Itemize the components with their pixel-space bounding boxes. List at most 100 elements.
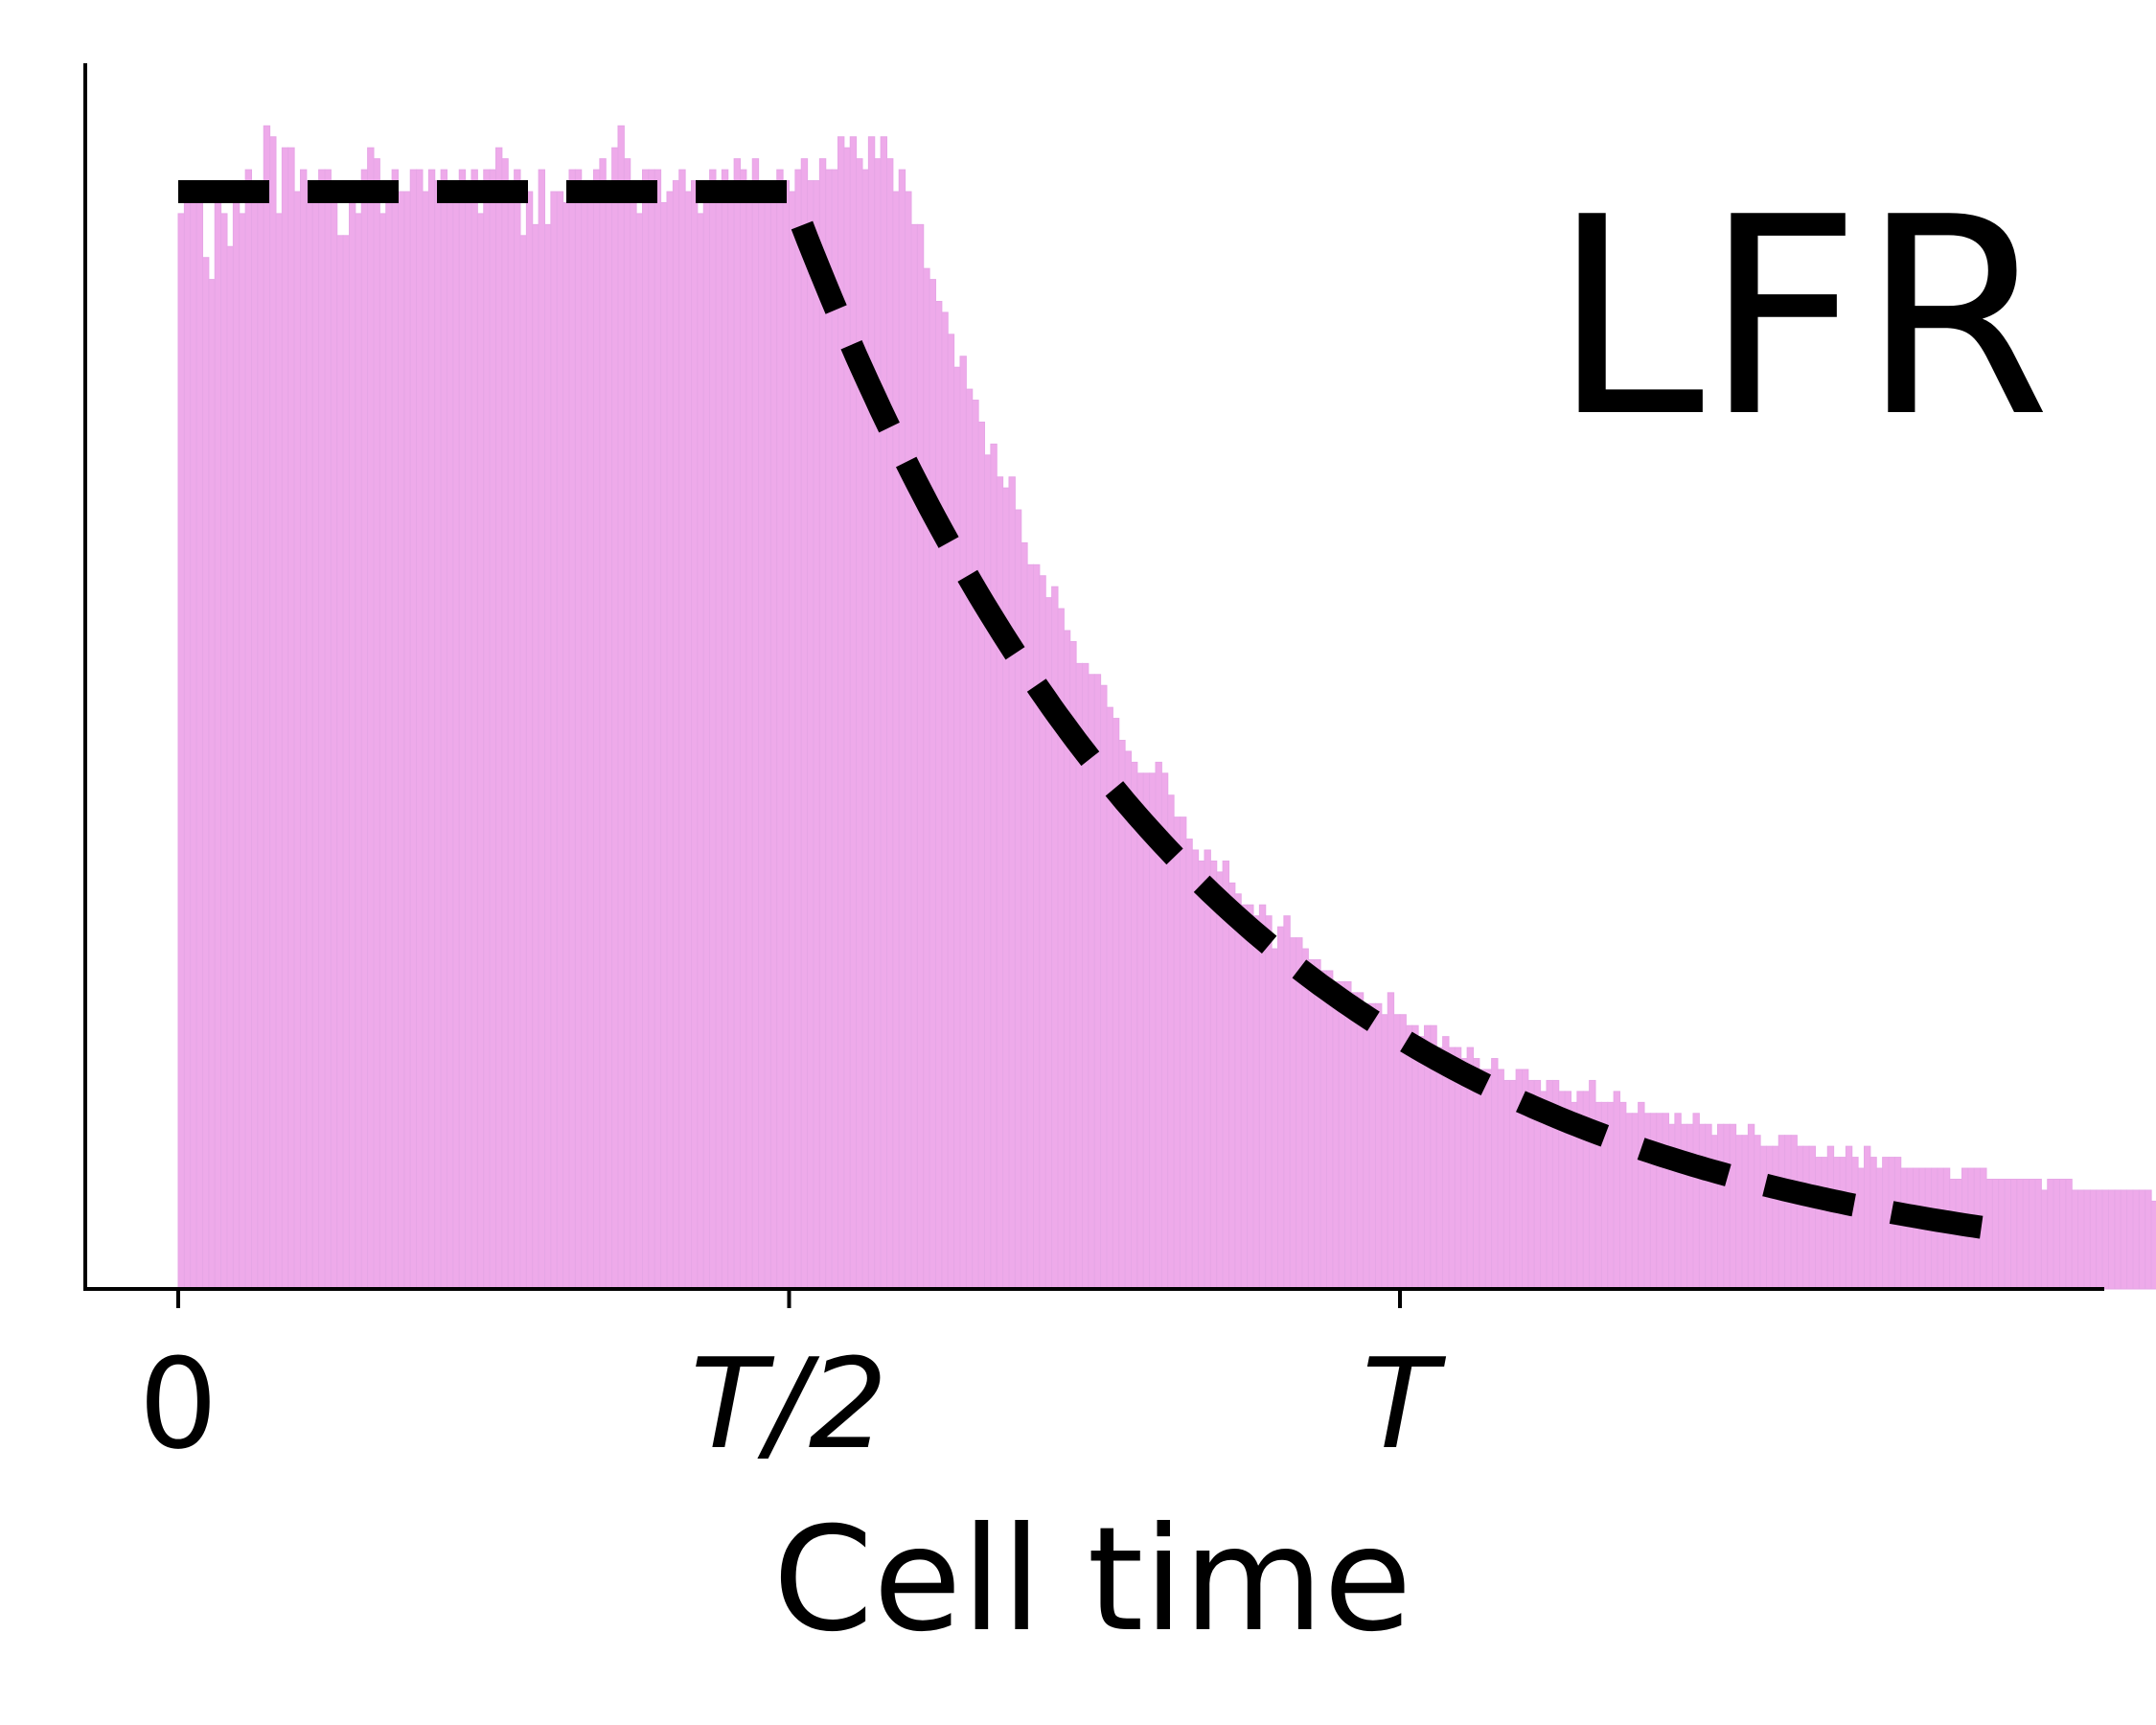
histogram-bar bbox=[1247, 904, 1254, 1290]
histogram-bar bbox=[1900, 1167, 1908, 1290]
histogram-bar bbox=[782, 180, 791, 1290]
histogram-bar bbox=[691, 180, 699, 1290]
histogram-bar bbox=[2114, 1189, 2122, 1290]
histogram-bar bbox=[1307, 959, 1316, 1290]
histogram-bar bbox=[623, 158, 631, 1290]
histogram-bar bbox=[849, 136, 858, 1290]
histogram-bar bbox=[1607, 1101, 1615, 1290]
histogram-bar bbox=[740, 169, 747, 1290]
histogram-bar bbox=[751, 158, 760, 1290]
histogram-bar bbox=[1131, 761, 1138, 1290]
histogram-bar bbox=[764, 191, 771, 1290]
histogram-bar bbox=[1265, 915, 1273, 1290]
histogram-bar bbox=[427, 169, 436, 1290]
histogram-bar bbox=[1088, 674, 1095, 1290]
histogram-bar bbox=[1497, 1069, 1504, 1290]
histogram-bar bbox=[813, 180, 820, 1290]
histogram-bar bbox=[1839, 1157, 1846, 1290]
histogram-bar bbox=[593, 169, 601, 1290]
histogram-bar bbox=[1729, 1123, 1737, 1290]
histogram-bar bbox=[1875, 1167, 1884, 1290]
histogram-bar bbox=[1314, 959, 1321, 1290]
histogram-bar bbox=[2010, 1179, 2018, 1290]
histogram-bar bbox=[611, 147, 619, 1290]
histogram-bar bbox=[1613, 1091, 1621, 1290]
histogram-bar bbox=[1283, 915, 1291, 1290]
histogram-bar bbox=[697, 213, 704, 1290]
histogram-bar bbox=[1698, 1123, 1707, 1290]
histogram-bar bbox=[2004, 1179, 2012, 1290]
histogram-bar bbox=[330, 191, 338, 1290]
histogram-bar bbox=[409, 169, 418, 1290]
histogram-bar bbox=[1350, 992, 1358, 1290]
histogram-bar bbox=[672, 180, 680, 1290]
histogram-bar bbox=[1980, 1167, 1987, 1290]
histogram-bar bbox=[1705, 1123, 1712, 1290]
histogram-bar bbox=[1033, 564, 1041, 1290]
histogram-bar bbox=[666, 191, 674, 1290]
histogram-bar bbox=[1014, 509, 1022, 1290]
histogram-bar bbox=[465, 191, 472, 1290]
histogram-bar bbox=[1790, 1135, 1798, 1290]
histogram-bar bbox=[733, 158, 742, 1290]
histogram-bar bbox=[1662, 1113, 1670, 1290]
histogram-bar bbox=[1228, 882, 1236, 1290]
histogram-bar bbox=[519, 235, 527, 1290]
histogram-bar bbox=[715, 191, 722, 1290]
histogram-bar bbox=[2065, 1179, 2073, 1290]
histogram-bar bbox=[1289, 937, 1297, 1290]
histogram-bar bbox=[1173, 816, 1181, 1290]
histogram-bar bbox=[1479, 1069, 1486, 1290]
histogram-bar bbox=[507, 180, 516, 1290]
histogram-bar bbox=[2089, 1189, 2098, 1290]
histogram-bar bbox=[874, 158, 882, 1290]
histogram-bar bbox=[599, 158, 607, 1290]
histogram-bar bbox=[1405, 1024, 1413, 1290]
histogram-bar bbox=[867, 136, 876, 1290]
histogram-bar bbox=[789, 191, 796, 1290]
histogram-bar bbox=[318, 169, 326, 1290]
histogram-bar bbox=[220, 213, 228, 1290]
histogram-bar bbox=[1784, 1135, 1792, 1290]
histogram-bar bbox=[1234, 893, 1242, 1290]
histogram-bar bbox=[1656, 1113, 1663, 1290]
histogram-bar bbox=[959, 356, 967, 1290]
histogram-bar bbox=[1209, 860, 1218, 1290]
histogram-bar bbox=[2108, 1189, 2116, 1290]
histogram-bar bbox=[525, 191, 534, 1290]
histogram-bar bbox=[2120, 1189, 2128, 1290]
histogram-bar bbox=[721, 169, 729, 1290]
histogram-bar bbox=[2047, 1179, 2054, 1290]
histogram-bar bbox=[1180, 816, 1187, 1290]
histogram-bar bbox=[1619, 1101, 1627, 1290]
histogram-bar bbox=[1448, 1046, 1456, 1290]
histogram-bar bbox=[1338, 980, 1346, 1290]
histogram-bar bbox=[306, 180, 313, 1290]
histogram-bar bbox=[1363, 1002, 1370, 1290]
histogram-bar bbox=[1100, 684, 1108, 1290]
histogram-bar bbox=[342, 235, 351, 1290]
histogram-bar bbox=[1882, 1157, 1890, 1290]
histogram-bar bbox=[2077, 1189, 2085, 1290]
histogram-bar bbox=[856, 158, 863, 1290]
histogram-bar bbox=[2040, 1189, 2049, 1290]
histogram-bar bbox=[1747, 1123, 1755, 1290]
histogram-bar bbox=[1631, 1113, 1640, 1290]
histogram-bar bbox=[1638, 1101, 1645, 1290]
histogram-bar bbox=[1985, 1179, 1993, 1290]
histogram-bar bbox=[1198, 860, 1205, 1290]
histogram-bar bbox=[1735, 1135, 1743, 1290]
histogram-bar bbox=[1998, 1179, 2006, 1290]
histogram-bar bbox=[642, 169, 650, 1290]
histogram-bar bbox=[550, 191, 558, 1290]
histogram-bar bbox=[843, 147, 851, 1290]
histogram-bar bbox=[1002, 487, 1010, 1290]
histogram-bar bbox=[2029, 1179, 2036, 1290]
histogram-bar bbox=[281, 147, 289, 1290]
histogram-bar bbox=[605, 191, 613, 1290]
histogram-bar bbox=[1296, 937, 1303, 1290]
histogram-bar bbox=[769, 201, 778, 1290]
histogram-bar bbox=[1240, 904, 1249, 1290]
histogram-bar bbox=[1869, 1157, 1877, 1290]
